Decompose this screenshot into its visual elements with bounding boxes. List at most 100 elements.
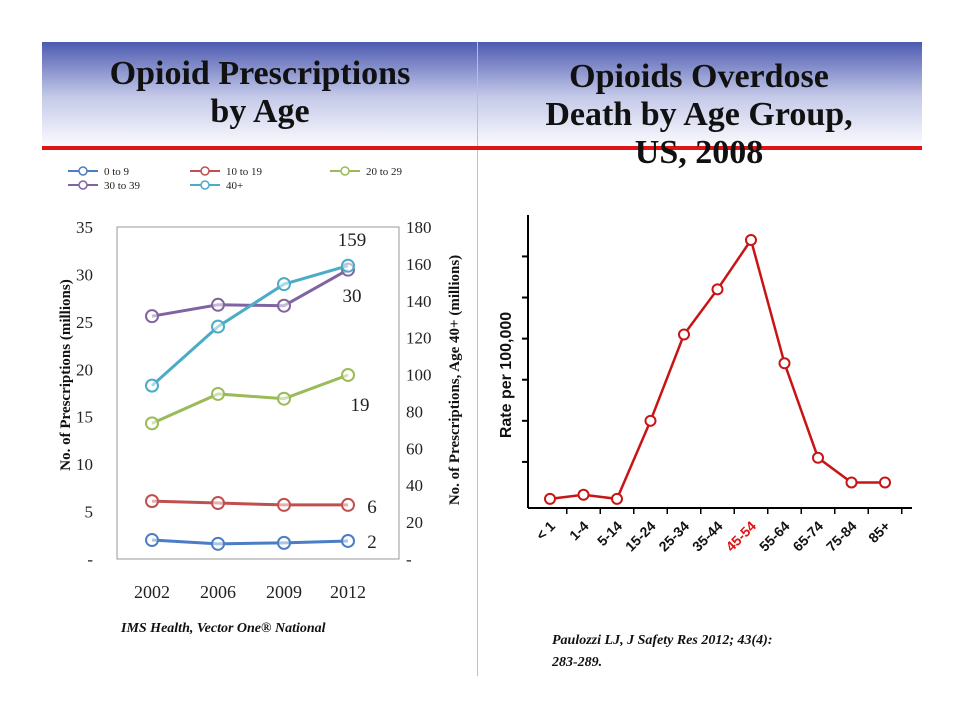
y2-axis-label: No. of Prescriptions, Age 40+ (millions) <box>447 255 463 505</box>
x-category-label: 85+ <box>865 518 893 546</box>
rate-axis-label: Rate per 100,000 <box>498 312 515 438</box>
value-annotation: 19 <box>351 395 370 416</box>
data-point <box>211 536 225 551</box>
legend-item: 40+ <box>190 180 243 192</box>
x-tick-label: 2002 <box>134 582 170 602</box>
series-line-20-to-29 <box>151 373 349 425</box>
right-title-line1: Opioids Overdose <box>569 58 829 95</box>
y2-tick-label: 100 <box>406 366 432 385</box>
x-category-label: 45-54 <box>722 518 759 555</box>
data-point <box>211 386 225 401</box>
data-point <box>845 476 858 489</box>
data-point <box>277 391 291 406</box>
data-point <box>745 234 757 246</box>
data-point <box>277 277 291 292</box>
legend-label: 20 to 29 <box>366 166 403 178</box>
data-point <box>678 328 690 341</box>
value-annotation: 2 <box>367 532 377 553</box>
x-category-label: 75-84 <box>823 518 860 555</box>
y-axis-label: No. of Prescriptions (millions) <box>58 279 74 470</box>
left-title-line1: Opioid Prescriptions <box>109 55 411 92</box>
left-source: IMS Health, Vector One® National <box>121 621 326 636</box>
y-tick-label: 20 <box>76 360 93 379</box>
y-tick-label: - <box>87 550 93 569</box>
data-point <box>277 298 291 313</box>
series-line-0-to-9 <box>151 538 349 546</box>
legend: 0 to 9 10 to 19 20 to 29 30 to 39 40+ <box>68 166 403 192</box>
data-point <box>711 283 724 296</box>
y2-tick-label: 180 <box>406 218 432 237</box>
x-tick-label: 2006 <box>200 582 236 602</box>
y2-tick-label: 80 <box>406 402 423 421</box>
y2-tick-label: 60 <box>406 439 423 458</box>
legend-label: 0 to 9 <box>104 166 130 178</box>
right-title-line2: Death by Age Group, <box>545 96 853 133</box>
legend-item: 10 to 19 <box>190 166 263 178</box>
data-point <box>611 492 623 505</box>
x-category-label: 25-34 <box>655 518 692 555</box>
y-tick-label: 5 <box>85 503 94 522</box>
y-tick-label: 25 <box>76 313 93 332</box>
data-point <box>211 496 225 511</box>
legend-label: 30 to 39 <box>104 180 141 192</box>
header-band <box>42 42 922 150</box>
y-tick-label: 15 <box>76 408 93 427</box>
right-source-line2: 283-289. <box>552 655 603 670</box>
legend-swatch-marker <box>200 180 210 190</box>
data-point <box>145 416 159 431</box>
legend-swatch-marker <box>78 180 88 190</box>
x-category-label: < 1 <box>533 518 559 544</box>
data-point <box>341 497 355 512</box>
legend-swatch-marker <box>78 166 88 176</box>
legend-item: 0 to 9 <box>68 166 130 178</box>
y-tick-label: 10 <box>76 455 93 474</box>
data-point <box>577 488 590 501</box>
panel-divider <box>477 42 478 676</box>
y-tick-label: 30 <box>76 265 93 284</box>
data-point <box>879 476 891 489</box>
right-source: Paulozzi LJ, J Safety Res 2012; 43(4): 2… <box>552 630 772 674</box>
data-point <box>341 258 355 273</box>
legend-swatch-marker <box>200 166 210 176</box>
value-annotation: 159 <box>338 230 367 251</box>
x-category-label: 55-64 <box>756 518 793 555</box>
y-tick-label: 35 <box>76 218 93 237</box>
y2-tick-label: 140 <box>406 292 432 311</box>
data-point <box>277 535 291 550</box>
x-tick-label: 2009 <box>266 582 302 602</box>
data-point <box>812 451 824 464</box>
x-category-label: 35-44 <box>689 518 726 555</box>
value-annotation: 30 <box>343 286 362 307</box>
series-line-40plus <box>151 264 349 387</box>
data-point <box>145 378 159 393</box>
data-point <box>211 319 225 334</box>
data-point <box>145 309 159 324</box>
plot-frame <box>116 226 400 560</box>
left-title: Opioid Prescriptions by Age <box>50 55 470 131</box>
right-title-line3: US, 2008 <box>634 134 764 171</box>
data-point <box>145 533 159 548</box>
data-point <box>778 357 791 370</box>
data-point <box>341 533 355 548</box>
legend-label: 40+ <box>226 180 243 192</box>
data-point <box>341 367 355 382</box>
data-point <box>544 492 556 505</box>
value-annotation: 6 <box>367 497 377 518</box>
x-category-label: 1-4 <box>566 518 592 544</box>
left-title-line2: by Age <box>210 93 310 130</box>
x-tick-label: 2012 <box>330 582 366 602</box>
legend-label: 10 to 19 <box>226 166 263 178</box>
legend-swatch-marker <box>340 166 350 176</box>
x-category-label: 15-24 <box>622 518 659 555</box>
y2-tick-label: 120 <box>406 329 432 348</box>
legend-item: 30 to 39 <box>68 180 141 192</box>
y2-tick-label: - <box>406 550 412 569</box>
data-point <box>145 494 159 509</box>
x-category-label: 5-14 <box>594 518 625 549</box>
right-title: Opioids Overdose Death by Age Group, US,… <box>484 58 914 172</box>
death-rate-line <box>549 237 885 501</box>
data-point <box>211 297 225 312</box>
header-red-line <box>42 146 922 150</box>
